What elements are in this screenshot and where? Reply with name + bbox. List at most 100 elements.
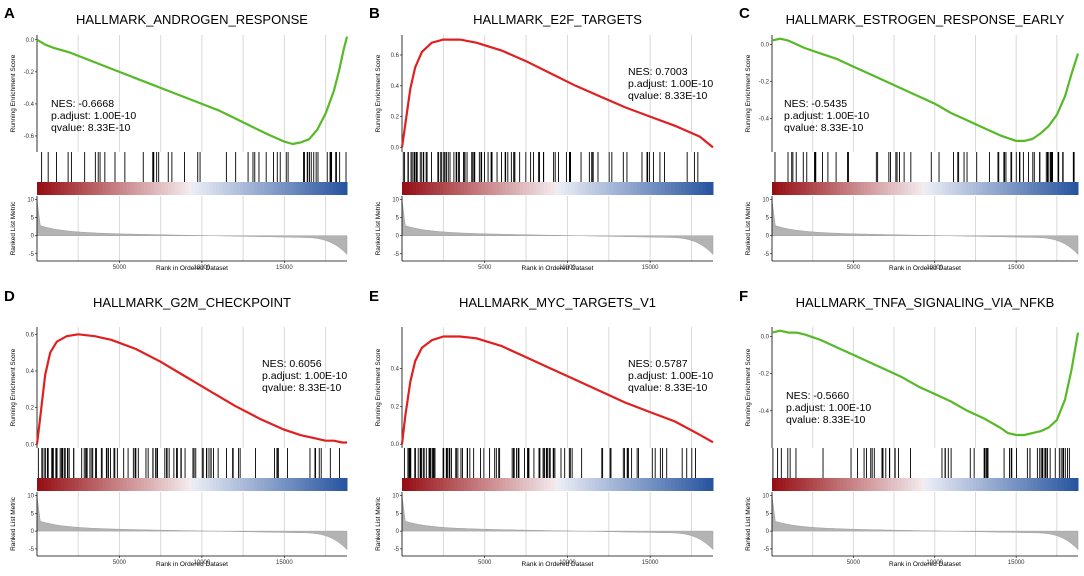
rank-color-cell (554, 478, 558, 491)
y-tick-label: 0.0 (761, 42, 770, 48)
rank-color-cell (668, 182, 673, 195)
rank-color-cell (945, 182, 950, 195)
rank-color-cell (205, 478, 210, 491)
metric-tick-label: 10 (392, 198, 399, 204)
rank-color-cell (891, 182, 895, 195)
rank-color-cell (585, 182, 590, 195)
rank-color-cell (571, 478, 576, 491)
rank-color-cell (133, 182, 138, 195)
x-tick-label: 5000 (113, 560, 127, 566)
rank-color-cell (164, 182, 169, 195)
y-tick-label: -0.2 (759, 372, 770, 378)
rank-color-cell (446, 182, 451, 195)
rank-color-cell (884, 182, 889, 195)
rank-color-cell (948, 182, 953, 195)
rank-color-cell (484, 478, 489, 491)
rank-color-cell (467, 182, 472, 195)
metric-tick-label: 0 (766, 234, 770, 240)
rank-color-cell (236, 478, 241, 491)
rank-color-cell (846, 478, 851, 491)
metric-axis-label: Ranked List Metric (745, 201, 752, 256)
rank-color-cell (867, 478, 872, 491)
rank-color-cell (260, 182, 265, 195)
metric-axis-label: Ranked List Metric (375, 496, 382, 551)
y-axis-label: Running Enrichment Score (375, 348, 382, 426)
rank-color-cell (130, 478, 134, 491)
rank-color-cell (495, 478, 500, 491)
rank-color-cell (823, 182, 827, 195)
rank-color-cell (1064, 478, 1069, 491)
rank-color-cell (911, 478, 916, 491)
rank-color-cell (688, 182, 693, 195)
rank-color-cell (654, 182, 659, 195)
rank-color-cell (309, 182, 314, 195)
rank-color-cell (154, 478, 159, 491)
rank-color-cell (1013, 478, 1018, 491)
rank-color-cell (495, 182, 500, 195)
rank-color-cell (219, 182, 224, 195)
rank-color-cell (976, 182, 980, 195)
rank-color-cell (529, 182, 534, 195)
rank-color-cell (167, 182, 172, 195)
rank-color-cell (592, 478, 597, 491)
rank-color-cell (274, 478, 279, 491)
rank-color-cell (95, 478, 100, 491)
rank-color-cell (54, 478, 59, 491)
panel-letter: F (739, 288, 748, 305)
rank-color-cell (526, 182, 531, 195)
rank-color-cell (140, 182, 145, 195)
rank-color-cell (43, 182, 48, 195)
rank-color-cell (188, 478, 193, 491)
rank-color-cell (826, 182, 831, 195)
rank-color-cell (661, 478, 666, 491)
rank-color-cell (1040, 478, 1045, 491)
panel-c: C HALLMARK_ESTROGEN_RESPONSE_EARLY 0.0 -0.2… (739, 5, 1080, 272)
rank-color-cell (999, 478, 1004, 491)
rank-color-cell (809, 182, 814, 195)
nes-value: NES: 0.6056 (262, 358, 322, 370)
rank-color-cell (877, 478, 882, 491)
enrichment-curve (400, 38, 714, 149)
rank-color-cell (1067, 478, 1072, 491)
enrichment-curve (771, 329, 1080, 437)
x-axis-label: Rank in Ordered Dataset (522, 265, 594, 272)
rank-color-cell (605, 478, 610, 491)
rank-color-cell (592, 182, 597, 195)
rank-color-cell (78, 182, 83, 195)
rank-color-cell (887, 182, 892, 195)
rank-color-cell (488, 478, 493, 491)
rank-color-cell (140, 478, 145, 491)
rank-color-cell (408, 478, 413, 491)
rank-color-cell (112, 182, 117, 195)
rank-color-cell (143, 478, 148, 491)
rank-color-cell (433, 182, 438, 195)
rank-color-cell (795, 478, 800, 491)
rank-color-cell (636, 182, 641, 195)
x-tick-label: 5000 (847, 265, 861, 271)
rank-color-cell (826, 478, 831, 491)
rank-color-cell (446, 478, 451, 491)
rank-color-cell (860, 182, 865, 195)
rank-color-cell (1030, 478, 1035, 491)
rank-color-cell (1027, 182, 1031, 195)
rank-color-cell (829, 478, 834, 491)
rank-color-cell (143, 182, 148, 195)
rank-color-cell (491, 478, 496, 491)
rank-color-cell (935, 478, 940, 491)
rank-color-cell (877, 182, 882, 195)
rank-color-cell (226, 182, 231, 195)
rank-color-cell (405, 478, 410, 491)
rank-color-cell (43, 478, 48, 491)
rank-color-cell (192, 182, 196, 195)
rank-color-cell (529, 478, 534, 491)
x-axis-label: Rank in Ordered Dataset (889, 561, 961, 568)
rank-color-cell (185, 478, 190, 491)
rank-color-cell (809, 478, 814, 491)
rank-color-cell (595, 182, 600, 195)
rank-color-cell (478, 478, 482, 491)
rank-color-cell (1010, 182, 1014, 195)
panel-letter: C (739, 5, 750, 22)
rank-color-cell (554, 182, 558, 195)
rank-color-cell (806, 478, 810, 491)
nes-value: NES: -0.6668 (51, 98, 114, 110)
